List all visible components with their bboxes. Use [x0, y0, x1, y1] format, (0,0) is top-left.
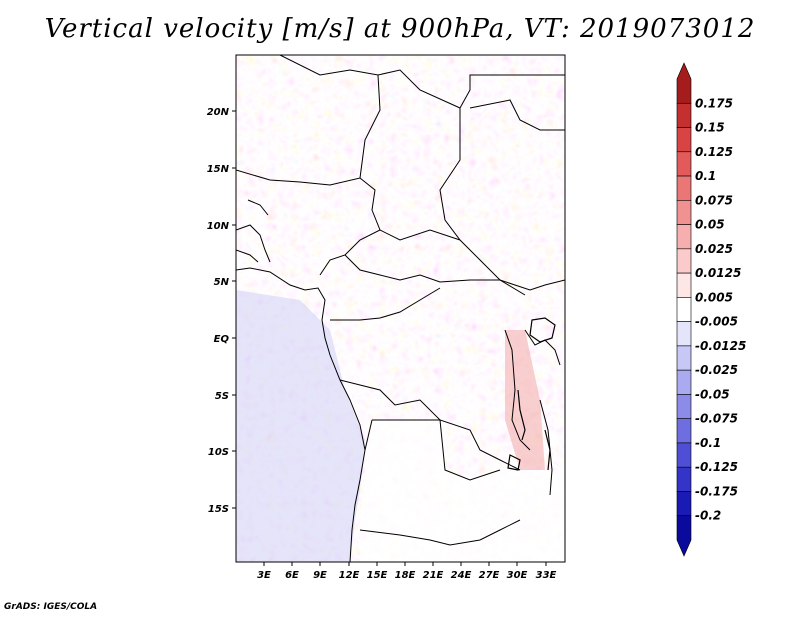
lakes: [507, 317, 556, 471]
colorbar-swatch: [676, 491, 692, 517]
colorbar-label: 0.175: [695, 96, 733, 110]
colorbar-swatch: [676, 515, 692, 557]
colorbar-swatch: [676, 369, 692, 395]
colorbar-swatch: [676, 102, 692, 128]
lat-label: 10S: [208, 447, 229, 458]
lon-label: 6E: [285, 570, 299, 581]
lat-label: 5N: [214, 277, 230, 288]
colorbar-label: 0.0125: [695, 266, 741, 280]
colorbar-swatch: [676, 200, 692, 225]
colorbar-label: -0.075: [695, 412, 738, 426]
southern-calm-region: [360, 420, 565, 562]
lon-ticks: [263, 562, 547, 566]
colorbar-label: -0.05: [695, 387, 730, 401]
colorbar-label: -0.1: [695, 436, 721, 450]
lon-label: 24E: [451, 570, 472, 581]
colorbar-label: 0.05: [695, 218, 725, 232]
colorbar-swatch: [676, 321, 692, 347]
lat-label: 20N: [207, 107, 230, 118]
lon-label: 30E: [507, 570, 528, 581]
plot-frame: [235, 54, 566, 563]
colorbar-swatch: [676, 272, 692, 298]
footer-credit: GrADS: IGES/COLA: [4, 602, 98, 612]
map-outlines: [236, 55, 565, 562]
lat-label: 5S: [215, 391, 229, 402]
colorbar-swatch: [676, 345, 692, 371]
lat-label: 15S: [208, 504, 229, 515]
colorbar-swatch: [676, 224, 692, 250]
colorbar-label: 0.125: [695, 145, 733, 159]
lon-label: 15E: [367, 570, 388, 581]
colorbar-swatch: [676, 418, 692, 444]
lon-label: 9E: [313, 570, 327, 581]
lat-ticks: [232, 110, 236, 509]
colorbar-label: -0.2: [695, 509, 721, 523]
colorbar-swatch: [676, 442, 692, 468]
colorbar-swatch: [676, 151, 692, 177]
lat-label: 15N: [207, 164, 230, 175]
lon-label: 33E: [536, 570, 557, 581]
colorbar: 0.175 0.15 0.125 0.1 0.075 0.05 0.025 0.0125 0.0…: [676, 62, 746, 557]
colorbar-label: -0.0125: [695, 339, 746, 353]
colorbar-label: 0.075: [695, 193, 733, 207]
colorbar-swatch: [676, 466, 692, 492]
colorbar-label: 0.025: [695, 242, 733, 256]
lon-label: 21E: [423, 570, 444, 581]
colorbar-label: -0.175: [695, 484, 738, 498]
lon-label: 12E: [339, 570, 360, 581]
colorbar-label: 0.1: [695, 169, 716, 183]
colorbar-swatch: [676, 394, 692, 419]
highland-band: [505, 330, 545, 470]
colorbar-label: 0.005: [695, 290, 733, 304]
colorbar-swatch: [676, 62, 692, 104]
colorbar-label: -0.025: [695, 363, 738, 377]
colorbar-swatch: [676, 127, 692, 153]
colorbar-swatch: [676, 248, 692, 274]
lat-label: 10N: [207, 221, 230, 232]
lon-label: 18E: [395, 570, 416, 581]
lat-label: EQ: [214, 334, 230, 345]
lon-label: 27E: [479, 570, 500, 581]
colorbar-label: 0.15: [695, 121, 725, 135]
colorbar-label: -0.125: [695, 460, 738, 474]
chart-title: Vertical velocity [m/s] at 900hPa, VT: 2…: [44, 14, 756, 44]
colorbar-label: -0.005: [695, 315, 738, 329]
colorbar-swatch: [676, 297, 692, 322]
ocean-region: [236, 290, 365, 562]
lon-label: 3E: [257, 570, 271, 581]
colorbar-swatch: [676, 175, 692, 201]
